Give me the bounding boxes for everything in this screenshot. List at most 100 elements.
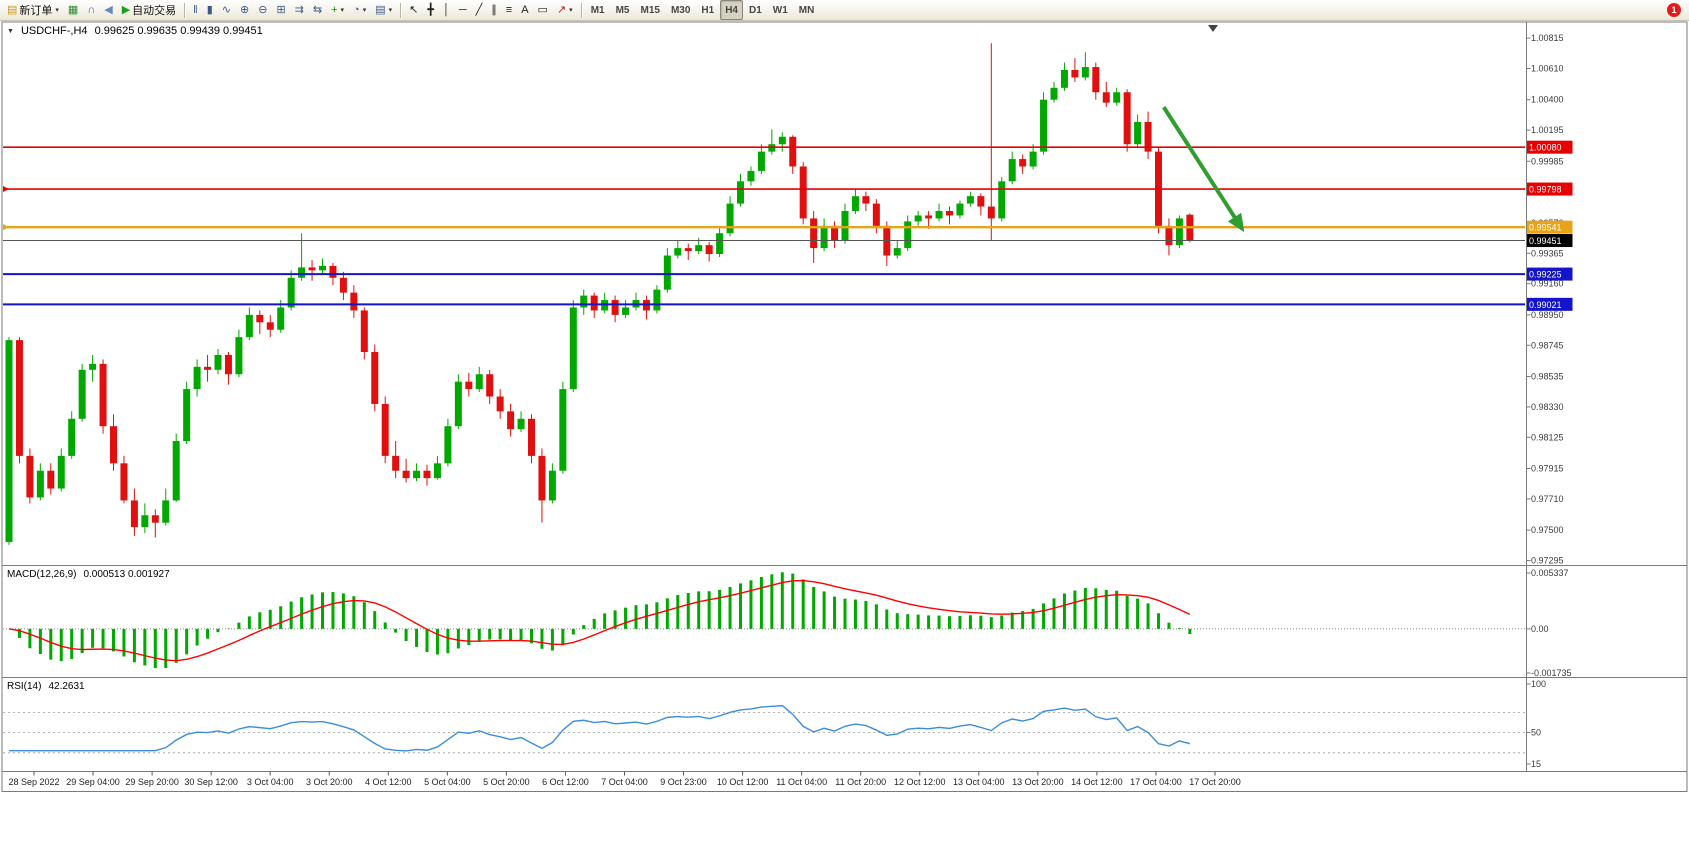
svg-text:3 Oct 20:00: 3 Oct 20:00 (306, 777, 353, 787)
chart-shift-button[interactable]: ⇆ (309, 0, 326, 20)
text-button[interactable]: A (517, 0, 532, 20)
horizontal-line-button[interactable]: ─ (455, 0, 471, 20)
price-tag (1526, 267, 1573, 281)
zoom-out-button[interactable]: ⊖ (254, 0, 271, 20)
caret-down-icon: ▾ (55, 7, 59, 14)
fibonacci-button[interactable]: ≡ (502, 0, 516, 20)
vertical-line-button[interactable]: │ (439, 0, 454, 20)
timeframe-d1-button[interactable]: D1 (749, 4, 762, 16)
periods-button[interactable]: ◔ ▾ (349, 0, 370, 20)
svg-text:13 Oct 04:00: 13 Oct 04:00 (953, 777, 1005, 787)
new-order-button[interactable]: ▤ 新订单 ▾ (3, 0, 63, 20)
order-ticket-icon: ▤ (7, 3, 18, 16)
indicators-button[interactable]: + ▾ (327, 0, 348, 20)
macd-axis[interactable]: 0.005337 0.00 -0.001735 (1526, 568, 1572, 678)
zoom-in-button[interactable]: ⊕ (236, 0, 253, 20)
timeframe-m15-button[interactable]: M15 (640, 4, 660, 16)
tile-windows-icon: ⊞ (276, 3, 286, 16)
indicators-plus-icon: + (331, 3, 338, 16)
support-button[interactable]: ∩ (83, 0, 99, 20)
time-axis[interactable]: 28 Sep 2022 29 Sep 04:00 29 Sep 20:00 30 Se… (8, 771, 1241, 788)
clock-icon: ◔ (353, 3, 360, 16)
chart-collapse-icon[interactable]: ▼ (7, 27, 14, 35)
new-chart-button[interactable]: ▦ (64, 0, 82, 20)
price-tag-text: 0.99798 (1529, 185, 1562, 195)
bar-chart-mode-button[interactable]: ‖ (189, 0, 202, 20)
toolbar-separator (400, 2, 402, 18)
auto-trading-button[interactable]: ▶ 自动交易 (118, 0, 180, 20)
new-order-button-label: 新订单 (19, 5, 53, 17)
trend-arrow-object[interactable] (1162, 106, 1245, 233)
timeframe-mn-button[interactable]: MN (798, 4, 815, 16)
text-icon: A (521, 3, 529, 16)
bars-icon: ‖ (193, 3, 198, 16)
caret-down-icon: ▾ (388, 7, 393, 14)
price-tag (1526, 182, 1573, 196)
headset-icon: ∩ (87, 3, 96, 16)
timeframe-w1-button[interactable]: W1 (772, 4, 788, 16)
chart-shift-marker[interactable] (1208, 25, 1218, 32)
timeframe-m30-button[interactable]: M30 (670, 4, 691, 16)
svg-text:0.97295: 0.97295 (1531, 556, 1564, 566)
caret-down-icon: ▾ (362, 7, 367, 14)
crosshair-icon: ╋ (427, 3, 434, 16)
candlestick-mode-button[interactable]: ▮ (203, 0, 217, 20)
price-axis[interactable]: 1.00815 1.00610 1.00400 1.00195 0.99985 0.997… (1526, 33, 1564, 566)
svg-text:-0.001735: -0.001735 (1531, 668, 1572, 678)
crosshair-button[interactable]: ╋ (423, 0, 438, 20)
timeframe-m5-button[interactable]: M5 (615, 4, 630, 16)
timeframe-m1-button[interactable]: M1 (590, 4, 605, 16)
macd-name: MACD(12,26,9) (7, 569, 77, 580)
svg-text:14 Oct 12:00: 14 Oct 12:00 (1071, 777, 1123, 787)
alerts-button[interactable]: ◀ (100, 0, 116, 20)
cursor-button[interactable]: ↖ (405, 0, 422, 20)
svg-text:0.97710: 0.97710 (1531, 494, 1564, 504)
svg-text:100: 100 (1531, 679, 1546, 689)
svg-text:1.00195: 1.00195 (1531, 125, 1564, 135)
svg-text:0.00: 0.00 (1531, 624, 1549, 634)
arrows-button[interactable]: ↗ ▾ (553, 0, 577, 20)
line-chart-mode-button[interactable]: ∿ (218, 0, 235, 20)
templates-button[interactable]: ▤ ▾ (371, 0, 396, 20)
svg-text:0.98535: 0.98535 (1531, 371, 1564, 381)
svg-text:29 Sep 04:00: 29 Sep 04:00 (66, 777, 120, 787)
price-tag (1526, 297, 1573, 311)
channel-button[interactable]: ∥ (487, 0, 501, 20)
svg-text:11 Oct 04:00: 11 Oct 04:00 (776, 777, 827, 787)
toolbar-separator (184, 2, 186, 18)
svg-text:5 Oct 04:00: 5 Oct 04:00 (424, 777, 471, 787)
price-tag-text: 1.00080 (1529, 143, 1562, 153)
candlestick-icon: ▮ (206, 3, 213, 16)
tile-windows-button[interactable]: ⊞ (272, 0, 289, 20)
svg-text:3 Oct 04:00: 3 Oct 04:00 (247, 777, 294, 787)
price-tag-text: 0.99225 (1529, 270, 1562, 280)
timeframe-h1-button[interactable]: H1 (701, 4, 715, 16)
svg-text:1.00815: 1.00815 (1531, 33, 1564, 43)
price-tag (1526, 220, 1573, 234)
rsi-pane (3, 704, 1525, 754)
speaker-icon: ◀ (104, 3, 113, 16)
line-chart-icon: ∿ (221, 3, 231, 16)
chart-symbol-period: USDCHF-,H4 (20, 25, 88, 37)
text-label-button[interactable]: ▭ (534, 0, 552, 20)
trendline-button[interactable]: ╱ (472, 0, 487, 20)
template-icon: ▤ (375, 3, 386, 16)
price-tag (1526, 140, 1573, 154)
zoom-out-icon: ⊖ (258, 3, 268, 16)
svg-text:0.97500: 0.97500 (1531, 525, 1564, 535)
svg-text:9 Oct 23:00: 9 Oct 23:00 (660, 777, 707, 787)
rsi-axis[interactable]: 100 50 15 (1526, 679, 1547, 769)
notification-badge[interactable]: 1 (1667, 3, 1681, 17)
auto-trading-button-label: 自动交易 (132, 5, 177, 17)
price-tag-text: 0.99541 (1529, 223, 1562, 233)
bid-price-tag-text: 0.99451 (1529, 236, 1562, 246)
svg-text:6 Oct 12:00: 6 Oct 12:00 (542, 777, 589, 787)
fibonacci-icon: ≡ (505, 3, 513, 16)
toolbar: ▤ 新订单 ▾ ▦ ∩ ◀ ▶ 自动交易 ‖ ▮ ∿ ⊕ ⊖ ⊞ ⇉ ⇆ + ▾ ◔ ▾ ▤ ▾ ↖ ╋ │ ─ ╱ ∥ ≡ A ▭ ↗ ▾ M1… (0, 0, 1689, 21)
timeframe-h4-button[interactable]: H4 (720, 0, 743, 20)
svg-text:29 Sep 20:00: 29 Sep 20:00 (125, 777, 179, 787)
auto-scroll-button[interactable]: ⇉ (291, 0, 308, 20)
svg-text:10 Oct 12:00: 10 Oct 12:00 (717, 777, 769, 787)
svg-text:12 Oct 12:00: 12 Oct 12:00 (894, 777, 946, 787)
